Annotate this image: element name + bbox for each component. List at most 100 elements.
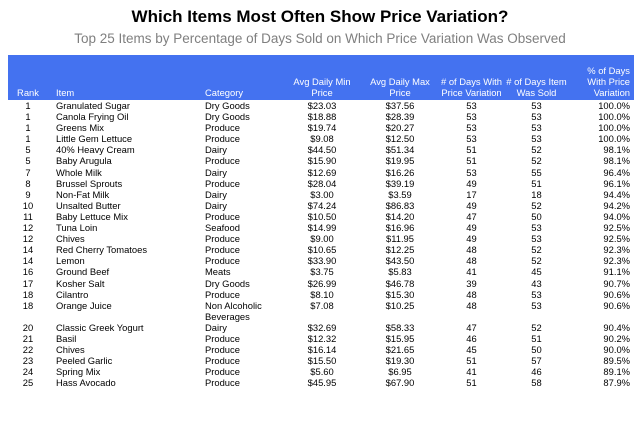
table-row: 1 Canola Frying Oil Dry Goods $18.88 $28.39 5… bbox=[8, 111, 634, 122]
cell-rank: 18 bbox=[22, 288, 34, 300]
cell-category: Produce bbox=[205, 133, 240, 145]
table-row: 9 Non-Fat Milk Dairy $3.00 $3.59 17 18 94.4% bbox=[8, 189, 634, 200]
cell-pct-variation: 98.1% bbox=[603, 144, 630, 156]
header-avg-min-price: Avg Daily Min Price bbox=[283, 55, 361, 100]
cell-item: Baby Lettuce Mix bbox=[56, 210, 128, 222]
cell-avg-min-price: $7.08 bbox=[310, 299, 334, 311]
table-row: 17 Kosher Salt Dry Goods $26.99 $46.78 39 43 90… bbox=[8, 278, 634, 289]
cell-category: Produce bbox=[205, 155, 240, 167]
cell-pct-variation: 87.9% bbox=[603, 377, 630, 389]
table-row: 21 Basil Produce $12.32 $15.95 46 51 90.2% bbox=[8, 333, 634, 344]
cell-avg-min-price: $10.65 bbox=[307, 244, 337, 256]
cell-days-variation: 53 bbox=[466, 133, 477, 145]
cell-rank: 23 bbox=[22, 355, 34, 367]
cell-days-variation: 49 bbox=[466, 233, 477, 245]
cell-avg-max-price: $19.30 bbox=[385, 355, 415, 367]
table-row: 24 Spring Mix Produce $5.60 $6.95 41 46 89.1% bbox=[8, 366, 634, 377]
cell-avg-min-price: $18.88 bbox=[307, 111, 337, 123]
cell-days-sold: 53 bbox=[531, 100, 542, 111]
cell-avg-max-price: $11.95 bbox=[386, 233, 414, 245]
cell-category: Produce bbox=[205, 366, 240, 378]
cell-avg-max-price: $39.19 bbox=[385, 177, 415, 189]
cell-pct-variation: 96.1% bbox=[603, 177, 630, 189]
cell-avg-max-price: $51.34 bbox=[385, 144, 415, 156]
cell-days-variation: 51 bbox=[466, 155, 477, 167]
cell-category: Produce bbox=[205, 255, 240, 267]
cell-rank: 1 bbox=[25, 100, 31, 111]
cell-category: Produce bbox=[205, 244, 240, 256]
table-row: 1 Little Gem Lettuce Produce $9.08 $12.50 53 5… bbox=[8, 133, 634, 144]
cell-category: Produce bbox=[205, 233, 240, 245]
cell-days-sold: 18 bbox=[531, 188, 542, 200]
header-item: Item bbox=[48, 55, 203, 100]
cell-rank: 12 bbox=[22, 233, 34, 245]
cell-days-variation: 41 bbox=[466, 266, 477, 278]
cell-category: Produce bbox=[205, 377, 240, 389]
table-row: 14 Lemon Produce $33.90 $43.50 48 52 92.3% bbox=[8, 255, 634, 266]
cell-avg-max-price: $15.95 bbox=[385, 332, 415, 344]
cell-category: Produce bbox=[205, 177, 240, 189]
cell-rank: 20 bbox=[22, 321, 34, 333]
table-row: 12 Tuna Loin Seafood $14.99 $16.96 49 53 92.5% bbox=[8, 222, 634, 233]
cell-days-sold: 52 bbox=[531, 244, 542, 256]
cell-item: Canola Frying Oil bbox=[56, 111, 129, 123]
cell-category: Dry Goods bbox=[205, 100, 250, 111]
cell-item: Little Gem Lettuce bbox=[56, 133, 133, 145]
cell-avg-max-price: $21.65 bbox=[385, 344, 415, 356]
cell-days-variation: 45 bbox=[466, 344, 477, 356]
cell-days-variation: 17 bbox=[466, 188, 477, 200]
table-row: 18 Orange Juice Non Alcoholic Beverages $7.… bbox=[8, 300, 634, 322]
cell-days-sold: 55 bbox=[531, 166, 542, 178]
cell-pct-variation: 89.5% bbox=[603, 355, 630, 367]
cell-avg-max-price: $67.90 bbox=[385, 377, 415, 389]
table-row: 1 Granulated Sugar Dry Goods $23.03 $37.56 53… bbox=[8, 100, 634, 111]
cell-rank: 25 bbox=[22, 377, 34, 389]
cell-rank: 7 bbox=[25, 166, 31, 178]
cell-avg-min-price: $15.90 bbox=[307, 155, 337, 167]
cell-category: Meats bbox=[205, 266, 231, 278]
cell-category: Produce bbox=[205, 210, 240, 222]
cell-days-sold: 53 bbox=[531, 222, 542, 234]
cell-pct-variation: 92.5% bbox=[603, 222, 630, 234]
cell-avg-min-price: $32.69 bbox=[307, 321, 337, 333]
table-row: 20 Classic Greek Yogurt Dairy $32.69 $58.33 4… bbox=[8, 322, 634, 333]
cell-item: Non-Fat Milk bbox=[56, 188, 110, 200]
cell-rank: 1 bbox=[25, 111, 31, 123]
cell-avg-min-price: $45.95 bbox=[307, 377, 337, 389]
table-row: 10 Unsalted Butter Dairy $74.24 $86.83 49 52 94… bbox=[8, 200, 634, 211]
cell-avg-min-price: $10.50 bbox=[307, 210, 337, 222]
cell-days-sold: 50 bbox=[531, 344, 542, 356]
cell-pct-variation: 90.0% bbox=[603, 344, 630, 356]
cell-days-sold: 52 bbox=[531, 199, 542, 211]
cell-category: Produce bbox=[205, 122, 240, 134]
cell-rank: 24 bbox=[22, 366, 34, 378]
cell-avg-max-price: $20.27 bbox=[385, 122, 415, 134]
cell-pct-variation: 100.0% bbox=[598, 100, 630, 111]
table-row: 14 Red Cherry Tomatoes Produce $10.65 $12.25… bbox=[8, 244, 634, 255]
cell-days-sold: 52 bbox=[531, 255, 542, 267]
cell-avg-min-price: $74.24 bbox=[307, 199, 337, 211]
cell-category: Dairy bbox=[205, 188, 227, 200]
table-row: 22 Chives Produce $16.14 $21.65 45 50 90.0% bbox=[8, 344, 634, 355]
cell-item: 40% Heavy Cream bbox=[56, 144, 135, 156]
cell-category: Seafood bbox=[205, 222, 240, 234]
table-row: 23 Peeled Garlic Produce $15.50 $19.30 51 57 89… bbox=[8, 355, 634, 366]
cell-avg-max-price: $37.56 bbox=[385, 100, 415, 111]
cell-days-sold: 53 bbox=[531, 288, 542, 300]
page-subtitle: Top 25 Items by Percentage of Days Sold … bbox=[74, 31, 566, 46]
cell-item: Lemon bbox=[56, 255, 85, 267]
header-days-sold: # of Days Item Was Sold bbox=[504, 55, 569, 100]
header-pct-variation: % of Days With Price Variation bbox=[569, 55, 634, 100]
cell-item: Cilantro bbox=[56, 288, 89, 300]
cell-days-variation: 46 bbox=[466, 332, 477, 344]
cell-days-variation: 53 bbox=[466, 166, 477, 178]
cell-days-sold: 52 bbox=[531, 155, 542, 167]
cell-pct-variation: 90.6% bbox=[603, 288, 630, 300]
cell-item: Whole Milk bbox=[56, 166, 102, 178]
cell-days-variation: 49 bbox=[466, 177, 477, 189]
cell-avg-max-price: $14.20 bbox=[385, 210, 415, 222]
cell-days-sold: 53 bbox=[531, 299, 542, 311]
cell-rank: 5 bbox=[25, 144, 31, 156]
table-row: 8 Brussel Sprouts Produce $28.04 $39.19 49 51 9… bbox=[8, 178, 634, 189]
cell-days-variation: 53 bbox=[466, 111, 477, 123]
